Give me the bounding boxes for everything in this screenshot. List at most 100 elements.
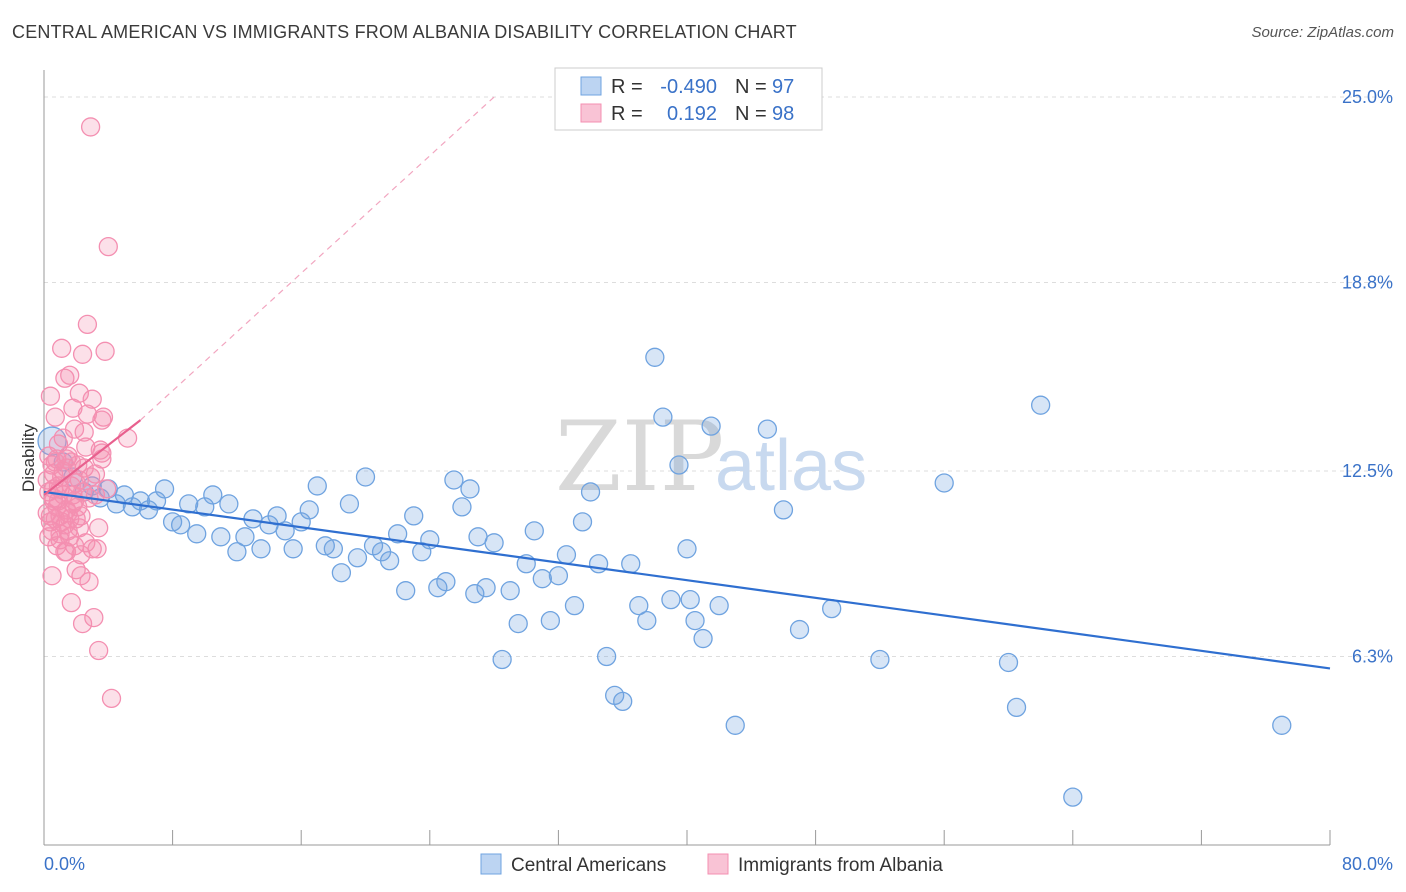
source-label: Source: ZipAtlas.com xyxy=(1251,24,1394,41)
albania-point xyxy=(72,344,93,364)
central-american-point xyxy=(822,598,842,619)
albania-point xyxy=(82,389,102,409)
central-american-point xyxy=(387,524,408,544)
central-american-point xyxy=(1272,715,1292,735)
albania-point xyxy=(52,338,72,358)
central-american-point xyxy=(154,479,175,499)
central-american-point xyxy=(283,539,303,559)
albania-point xyxy=(39,527,59,547)
series-swatch-pink xyxy=(707,853,729,875)
legend-n-label-2: N = xyxy=(735,103,767,125)
central-american-point xyxy=(219,494,239,514)
central-american-point xyxy=(709,595,729,616)
x-ticks xyxy=(43,830,1331,845)
albania-point xyxy=(53,428,73,448)
central-american-points xyxy=(37,347,1292,807)
central-american-trend-line xyxy=(43,490,1331,670)
central-american-point xyxy=(998,652,1019,673)
albania-point xyxy=(77,404,98,424)
central-american-point xyxy=(693,628,713,649)
central-american-point xyxy=(203,485,223,505)
albania-point xyxy=(92,410,112,430)
albania-point xyxy=(42,566,62,586)
central-american-point xyxy=(1031,395,1051,415)
albania-point xyxy=(56,449,77,469)
legend-r-label-2: R = xyxy=(611,103,643,125)
central-american-point xyxy=(211,527,231,547)
central-american-point xyxy=(468,527,488,547)
legend-r-value-1: -0.490 xyxy=(660,76,717,98)
albania-point xyxy=(95,341,115,361)
albania-points xyxy=(37,117,138,709)
albania-point xyxy=(71,566,91,586)
central-american-point xyxy=(460,479,480,499)
chart-title: CENTRAL AMERICAN VS IMMIGRANTS FROM ALBA… xyxy=(12,22,797,42)
albania-point xyxy=(60,365,80,385)
albania-trend-extension xyxy=(140,96,495,421)
central-american-point xyxy=(934,473,954,493)
central-american-point xyxy=(227,542,247,562)
x-tick-label-max: 80.0% xyxy=(1342,854,1393,874)
legend-swatch-blue xyxy=(580,76,602,96)
central-american-point xyxy=(680,590,700,610)
central-american-point xyxy=(331,563,352,583)
albania-point xyxy=(69,518,90,538)
y-tick-labels: 6.3% 12.5% 18.8% 25.0% xyxy=(1342,87,1393,667)
albania-point xyxy=(117,428,138,448)
legend-n-value-1: 97 xyxy=(772,76,794,98)
watermark-zip: ZIP xyxy=(555,401,724,513)
central-american-point xyxy=(379,551,400,571)
central-american-point xyxy=(773,500,794,520)
gridlines xyxy=(44,96,1393,658)
central-american-point xyxy=(725,715,745,735)
central-american-point xyxy=(347,548,368,568)
central-american-point xyxy=(645,347,665,367)
central-american-point xyxy=(629,595,649,616)
albania-point xyxy=(64,536,85,556)
central-american-point xyxy=(355,467,376,487)
central-american-point xyxy=(476,578,496,598)
central-american-point xyxy=(588,554,609,574)
albania-point xyxy=(89,518,109,538)
central-american-point xyxy=(870,649,890,670)
central-american-point xyxy=(701,416,721,436)
y-tick-label: 18.8% xyxy=(1342,273,1393,293)
y-tick-label: 6.3% xyxy=(1352,647,1393,667)
central-american-point xyxy=(436,572,456,592)
x-tick-label-min: 0.0% xyxy=(44,854,85,874)
central-american-point xyxy=(789,619,810,640)
albania-point xyxy=(98,236,118,257)
albania-point xyxy=(72,613,93,634)
central-american-point xyxy=(452,497,472,517)
albania-point xyxy=(50,530,70,550)
watermark-atlas: atlas xyxy=(715,426,867,506)
central-american-point xyxy=(613,691,633,712)
central-american-point xyxy=(596,646,617,667)
central-american-point xyxy=(548,566,569,586)
central-american-point xyxy=(299,500,319,520)
albania-point xyxy=(50,506,70,526)
central-american-point xyxy=(685,610,705,631)
central-american-point xyxy=(532,569,552,589)
y-axis-title: Disability xyxy=(19,423,38,492)
central-american-point xyxy=(661,590,681,610)
central-american-point xyxy=(396,581,416,601)
central-american-point xyxy=(323,539,344,559)
central-american-point xyxy=(1006,697,1027,718)
central-american-point xyxy=(251,539,271,559)
trend-lines xyxy=(43,96,1331,670)
legend-r-label-1: R = xyxy=(611,76,643,98)
series-label-albania: Immigrants from Albania xyxy=(738,855,943,876)
albania-point xyxy=(76,437,96,457)
y-tick-label: 12.5% xyxy=(1342,461,1393,481)
stats-legend: R = -0.490 N = 97 R = 0.192 N = 98 xyxy=(554,67,823,131)
albania-point xyxy=(84,607,104,628)
albania-point xyxy=(92,443,112,463)
albania-point xyxy=(101,688,122,709)
central-american-point xyxy=(465,584,485,604)
albania-point xyxy=(93,407,114,427)
central-american-point xyxy=(653,407,673,427)
albania-point xyxy=(89,640,109,661)
central-american-point xyxy=(540,610,561,631)
